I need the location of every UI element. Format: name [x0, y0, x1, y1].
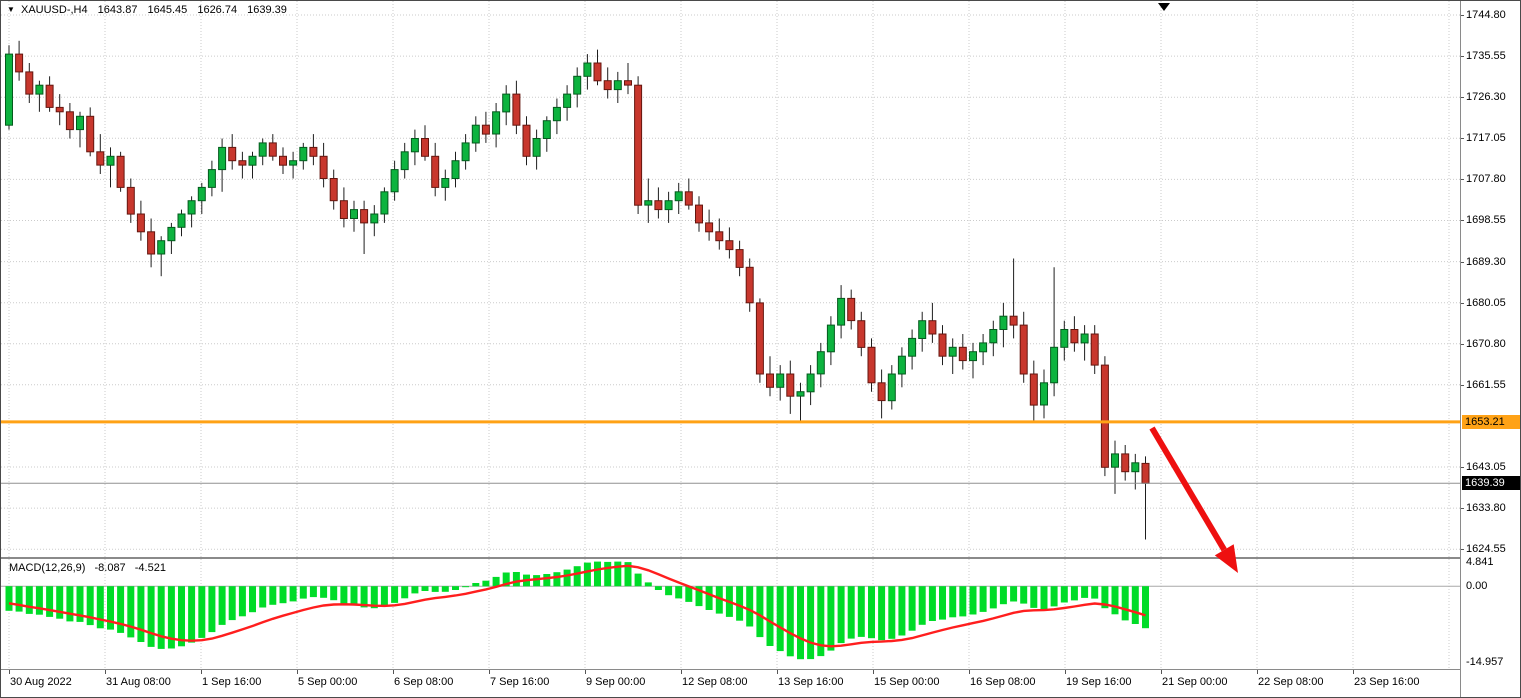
time-tick-mark — [489, 670, 490, 674]
ohlc-close: 1639.39 — [247, 4, 287, 16]
panel-divider[interactable] — [1, 557, 1520, 559]
price-axis[interactable]: 1653.21 1639.39 4.841 0.00 -14.957 1744.… — [1460, 1, 1520, 697]
time-tick-label: 12 Sep 08:00 — [682, 676, 748, 688]
price-tick-label: 1633.80 — [1466, 502, 1506, 514]
price-tick-label: 1744.80 — [1466, 9, 1506, 21]
price-tick-label: 1726.30 — [1466, 91, 1506, 103]
macd-indicator-canvas[interactable] — [1, 559, 1460, 669]
price-tick-label: 1689.30 — [1466, 256, 1506, 268]
time-tick-mark — [105, 670, 106, 674]
ohlc-low: 1626.74 — [197, 4, 238, 16]
macd-signal-value: -4.521 — [134, 562, 166, 574]
macd-indicator-label: MACD(12,26,9) -8.087 -4.521 — [9, 562, 172, 574]
time-tick-label: 9 Sep 00:00 — [586, 676, 646, 688]
time-tick-mark — [1161, 670, 1162, 674]
time-tick-mark — [297, 670, 298, 674]
time-axis-divider — [1, 669, 1520, 670]
macd-axis-min-label: -14.957 — [1466, 656, 1504, 668]
time-tick-mark — [969, 670, 970, 674]
time-tick-label: 16 Sep 08:00 — [970, 676, 1036, 688]
time-tick-label: 7 Sep 16:00 — [490, 676, 550, 688]
price-tick-mark — [1461, 179, 1464, 180]
price-tick-label: 1661.55 — [1466, 379, 1506, 391]
time-tick-mark — [201, 670, 202, 674]
time-tick-mark — [777, 670, 778, 674]
price-tick-label: 1624.55 — [1466, 543, 1506, 555]
time-tick-label: 31 Aug 08:00 — [106, 676, 171, 688]
price-tick-label: 1707.80 — [1466, 173, 1506, 185]
time-tick-mark — [1257, 670, 1258, 674]
time-tick-label: 6 Sep 08:00 — [394, 676, 454, 688]
time-tick-label: 15 Sep 00:00 — [874, 676, 940, 688]
symbol-period-label: XAUUSD-,H4 — [20, 4, 88, 16]
time-tick-label: 1 Sep 16:00 — [202, 676, 262, 688]
time-tick-mark — [873, 670, 874, 674]
price-tick-mark — [1461, 56, 1464, 57]
time-tick-label: 22 Sep 08:00 — [1258, 676, 1324, 688]
time-tick-mark — [1353, 670, 1354, 674]
macd-axis-max-label: 4.841 — [1466, 556, 1494, 568]
time-tick-mark — [681, 670, 682, 674]
price-tick-mark — [1461, 220, 1464, 221]
time-tick-label: 5 Sep 00:00 — [298, 676, 358, 688]
price-tick-label: 1643.05 — [1466, 461, 1506, 473]
price-tick-mark — [1461, 303, 1464, 304]
price-tick-mark — [1461, 262, 1464, 263]
price-tick-label: 1735.55 — [1466, 50, 1506, 62]
hline-price-badge: 1653.21 — [1462, 415, 1520, 429]
time-tick-mark — [585, 670, 586, 674]
price-tick-label: 1670.80 — [1466, 338, 1506, 350]
current-price-badge: 1639.39 — [1462, 476, 1520, 490]
price-tick-mark — [1461, 15, 1464, 16]
price-chart-canvas[interactable] — [1, 1, 1460, 557]
macd-main-value: -8.087 — [94, 562, 126, 574]
chart-title: ▼ XAUUSD-,H4 1643.87 1645.45 1626.74 163… — [7, 4, 294, 16]
price-tick-mark — [1461, 549, 1464, 550]
price-tick-mark — [1461, 344, 1464, 345]
time-tick-label: 19 Sep 16:00 — [1066, 676, 1132, 688]
time-tick-label: 23 Sep 16:00 — [1354, 676, 1420, 688]
price-tick-mark — [1461, 385, 1464, 386]
ohlc-high: 1645.45 — [147, 4, 188, 16]
time-tick-mark — [9, 670, 10, 674]
price-tick-mark — [1461, 467, 1464, 468]
time-tick-mark — [1065, 670, 1066, 674]
price-tick-mark — [1461, 138, 1464, 139]
price-tick-label: 1680.05 — [1466, 297, 1506, 309]
time-tick-label: 30 Aug 2022 — [10, 676, 72, 688]
price-tick-label: 1698.55 — [1466, 214, 1506, 226]
macd-name: MACD(12,26,9) — [9, 562, 86, 574]
ohlc-open: 1643.87 — [97, 4, 138, 16]
time-tick-label: 21 Sep 00:00 — [1162, 676, 1228, 688]
price-tick-mark — [1461, 508, 1464, 509]
time-axis[interactable]: 30 Aug 2022 31 Aug 08:00 1 Sep 16:00 5 Sep … — [1, 670, 1460, 697]
price-tick-mark — [1461, 97, 1464, 98]
price-tick-label: 1717.05 — [1466, 132, 1506, 144]
symbol-dropdown-icon[interactable]: ▼ — [7, 5, 15, 14]
macd-axis-zero-label: 0.00 — [1466, 580, 1488, 592]
time-tick-label: 13 Sep 16:00 — [778, 676, 844, 688]
chart-shift-marker[interactable] — [1158, 3, 1170, 11]
time-tick-mark — [393, 670, 394, 674]
